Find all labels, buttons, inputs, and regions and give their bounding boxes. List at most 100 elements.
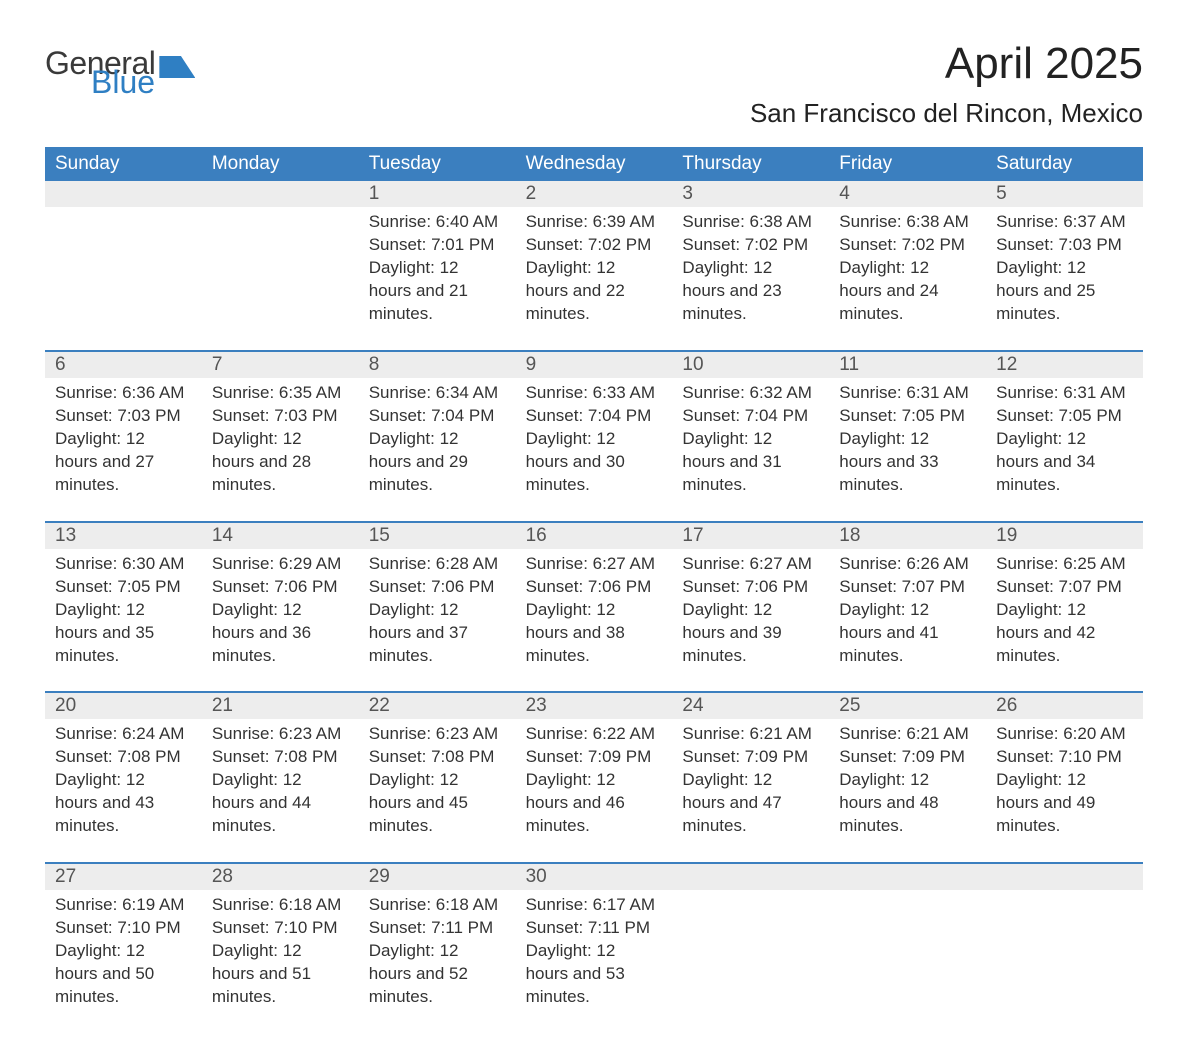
daylight-line: Daylight: 12 hours and 50 minutes. [55, 940, 192, 1009]
sunrise-line: Sunrise: 6:38 AM [682, 211, 819, 234]
sunset-line: Sunset: 7:03 PM [212, 405, 349, 428]
sunset-line: Sunset: 7:03 PM [55, 405, 192, 428]
weekday-header-row: SundayMondayTuesdayWednesdayThursdayFrid… [45, 147, 1143, 181]
weekday-header: Saturday [986, 147, 1143, 181]
day-cell [986, 890, 1143, 1015]
daylight-line: Daylight: 12 hours and 39 minutes. [682, 599, 819, 668]
calendar-week: 20212223242526 Sunrise: 6:24 AM Sunset: 7:… [45, 691, 1143, 844]
weekday-header: Friday [829, 147, 986, 181]
sunrise-line: Sunrise: 6:31 AM [996, 382, 1133, 405]
sunset-line: Sunset: 7:08 PM [212, 746, 349, 769]
sunrise-line: Sunrise: 6:34 AM [369, 382, 506, 405]
weekday-header: Monday [202, 147, 359, 181]
day-number: 29 [359, 864, 516, 890]
sunset-line: Sunset: 7:07 PM [996, 576, 1133, 599]
sunrise-line: Sunrise: 6:39 AM [526, 211, 663, 234]
sunset-line: Sunset: 7:06 PM [682, 576, 819, 599]
sunset-line: Sunset: 7:10 PM [212, 917, 349, 940]
day-cell: Sunrise: 6:29 AMSunset: 7:06 PMDaylight:… [202, 549, 359, 674]
calendar-week: 13141516171819Sunrise: 6:30 AMSunset: 7:… [45, 521, 1143, 674]
calendar-week: 6789101112Sunrise: 6:36 AMSunset: 7:03 P… [45, 350, 1143, 503]
weekday-header: Tuesday [359, 147, 516, 181]
day-number: 26 [986, 693, 1143, 719]
sunrise-line: Sunrise: 6:33 AM [526, 382, 663, 405]
day-cell: Sunrise: 6:26 AMSunset: 7:07 PMDaylight:… [829, 549, 986, 674]
daylight-line: Daylight: 12 hours and 21 minutes. [369, 257, 506, 326]
sunrise-line: Sunrise: 6:21 AM [839, 723, 976, 746]
sunrise-line: Sunrise: 6:19 AM [55, 894, 192, 917]
daylight-line: Daylight: 12 hours and 34 minutes. [996, 428, 1133, 497]
sunrise-line: Sunrise: 6:27 AM [526, 553, 663, 576]
daylight-line: Daylight: 12 hours and 28 minutes. [212, 428, 349, 497]
day-number: 7 [202, 352, 359, 378]
daylight-line: Daylight: 12 hours and 41 minutes. [839, 599, 976, 668]
day-number: 2 [516, 181, 673, 207]
day-cell: Sunrise: 6:23 AMSunset: 7:08 PMDaylight:… [202, 719, 359, 844]
daylight-line: Daylight: 12 hours and 23 minutes. [682, 257, 819, 326]
sunset-line: Sunset: 7:09 PM [839, 746, 976, 769]
sunset-line: Sunset: 7:02 PM [839, 234, 976, 257]
sunrise-line: Sunrise: 6:18 AM [212, 894, 349, 917]
sunset-line: Sunset: 7:05 PM [996, 405, 1133, 428]
day-number: 11 [829, 352, 986, 378]
sunset-line: Sunset: 7:06 PM [526, 576, 663, 599]
day-cell: Sunrise: 6:34 AMSunset: 7:04 PMDaylight:… [359, 378, 516, 503]
daylight-line: Daylight: 12 hours and 31 minutes. [682, 428, 819, 497]
day-number: 1 [359, 181, 516, 207]
day-cell [672, 890, 829, 1015]
day-number: 25 [829, 693, 986, 719]
day-cell [829, 890, 986, 1015]
sunrise-line: Sunrise: 6:29 AM [212, 553, 349, 576]
day-number-strip: 13141516171819 [45, 523, 1143, 549]
day-cell: Sunrise: 6:38 AMSunset: 7:02 PMDaylight:… [829, 207, 986, 332]
calendar: SundayMondayTuesdayWednesdayThursdayFrid… [45, 147, 1143, 1014]
daylight-line: Daylight: 12 hours and 38 minutes. [526, 599, 663, 668]
daylight-line: Daylight: 12 hours and 44 minutes. [212, 769, 349, 838]
daylight-line: Daylight: 12 hours and 42 minutes. [996, 599, 1133, 668]
day-number: 13 [45, 523, 202, 549]
day-number: 18 [829, 523, 986, 549]
day-cell: Sunrise: 6:17 AMSunset: 7:11 PMDaylight:… [516, 890, 673, 1015]
day-number-strip: 27282930 [45, 864, 1143, 890]
day-cell: Sunrise: 6:19 AMSunset: 7:10 PMDaylight:… [45, 890, 202, 1015]
day-cell [202, 207, 359, 332]
day-cell: Sunrise: 6:21 AMSunset: 7:09 PMDaylight:… [672, 719, 829, 844]
sunset-line: Sunset: 7:02 PM [682, 234, 819, 257]
header: General Blue April 2025 San Francisco de… [45, 40, 1143, 129]
daylight-line: Daylight: 12 hours and 22 minutes. [526, 257, 663, 326]
sunset-line: Sunset: 7:04 PM [526, 405, 663, 428]
day-number: 5 [986, 181, 1143, 207]
daylight-line: Daylight: 12 hours and 53 minutes. [526, 940, 663, 1009]
day-cell: Sunrise: 6:40 AMSunset: 7:01 PMDaylight:… [359, 207, 516, 332]
sunset-line: Sunset: 7:09 PM [526, 746, 663, 769]
day-number: 30 [516, 864, 673, 890]
day-number-strip: 20212223242526 [45, 693, 1143, 719]
day-number: 14 [202, 523, 359, 549]
sunrise-line: Sunrise: 6:37 AM [996, 211, 1133, 234]
sunrise-line: Sunrise: 6:38 AM [839, 211, 976, 234]
day-cell: Sunrise: 6:20 AMSunset: 7:10 PMDaylight:… [986, 719, 1143, 844]
day-number: 16 [516, 523, 673, 549]
day-cell: Sunrise: 6:28 AMSunset: 7:06 PMDaylight:… [359, 549, 516, 674]
sunrise-line: Sunrise: 6:22 AM [526, 723, 663, 746]
sunset-line: Sunset: 7:10 PM [55, 917, 192, 940]
sunrise-line: Sunrise: 6:35 AM [212, 382, 349, 405]
title-block: April 2025 San Francisco del Rincon, Mex… [750, 40, 1143, 129]
day-cell: Sunrise: 6:31 AMSunset: 7:05 PMDaylight:… [829, 378, 986, 503]
sunset-line: Sunset: 7:02 PM [526, 234, 663, 257]
day-number: 9 [516, 352, 673, 378]
sunset-line: Sunset: 7:06 PM [212, 576, 349, 599]
brand-mark-icon [159, 56, 195, 78]
sunrise-line: Sunrise: 6:23 AM [369, 723, 506, 746]
day-number: 15 [359, 523, 516, 549]
weekday-header: Wednesday [516, 147, 673, 181]
sunrise-line: Sunrise: 6:24 AM [55, 723, 192, 746]
day-cell: Sunrise: 6:25 AMSunset: 7:07 PMDaylight:… [986, 549, 1143, 674]
location-subtitle: San Francisco del Rincon, Mexico [750, 98, 1143, 129]
daylight-line: Daylight: 12 hours and 46 minutes. [526, 769, 663, 838]
daylight-line: Daylight: 12 hours and 27 minutes. [55, 428, 192, 497]
day-number: 20 [45, 693, 202, 719]
day-number [672, 864, 829, 890]
day-cell: Sunrise: 6:38 AMSunset: 7:02 PMDaylight:… [672, 207, 829, 332]
page-title: April 2025 [750, 40, 1143, 88]
